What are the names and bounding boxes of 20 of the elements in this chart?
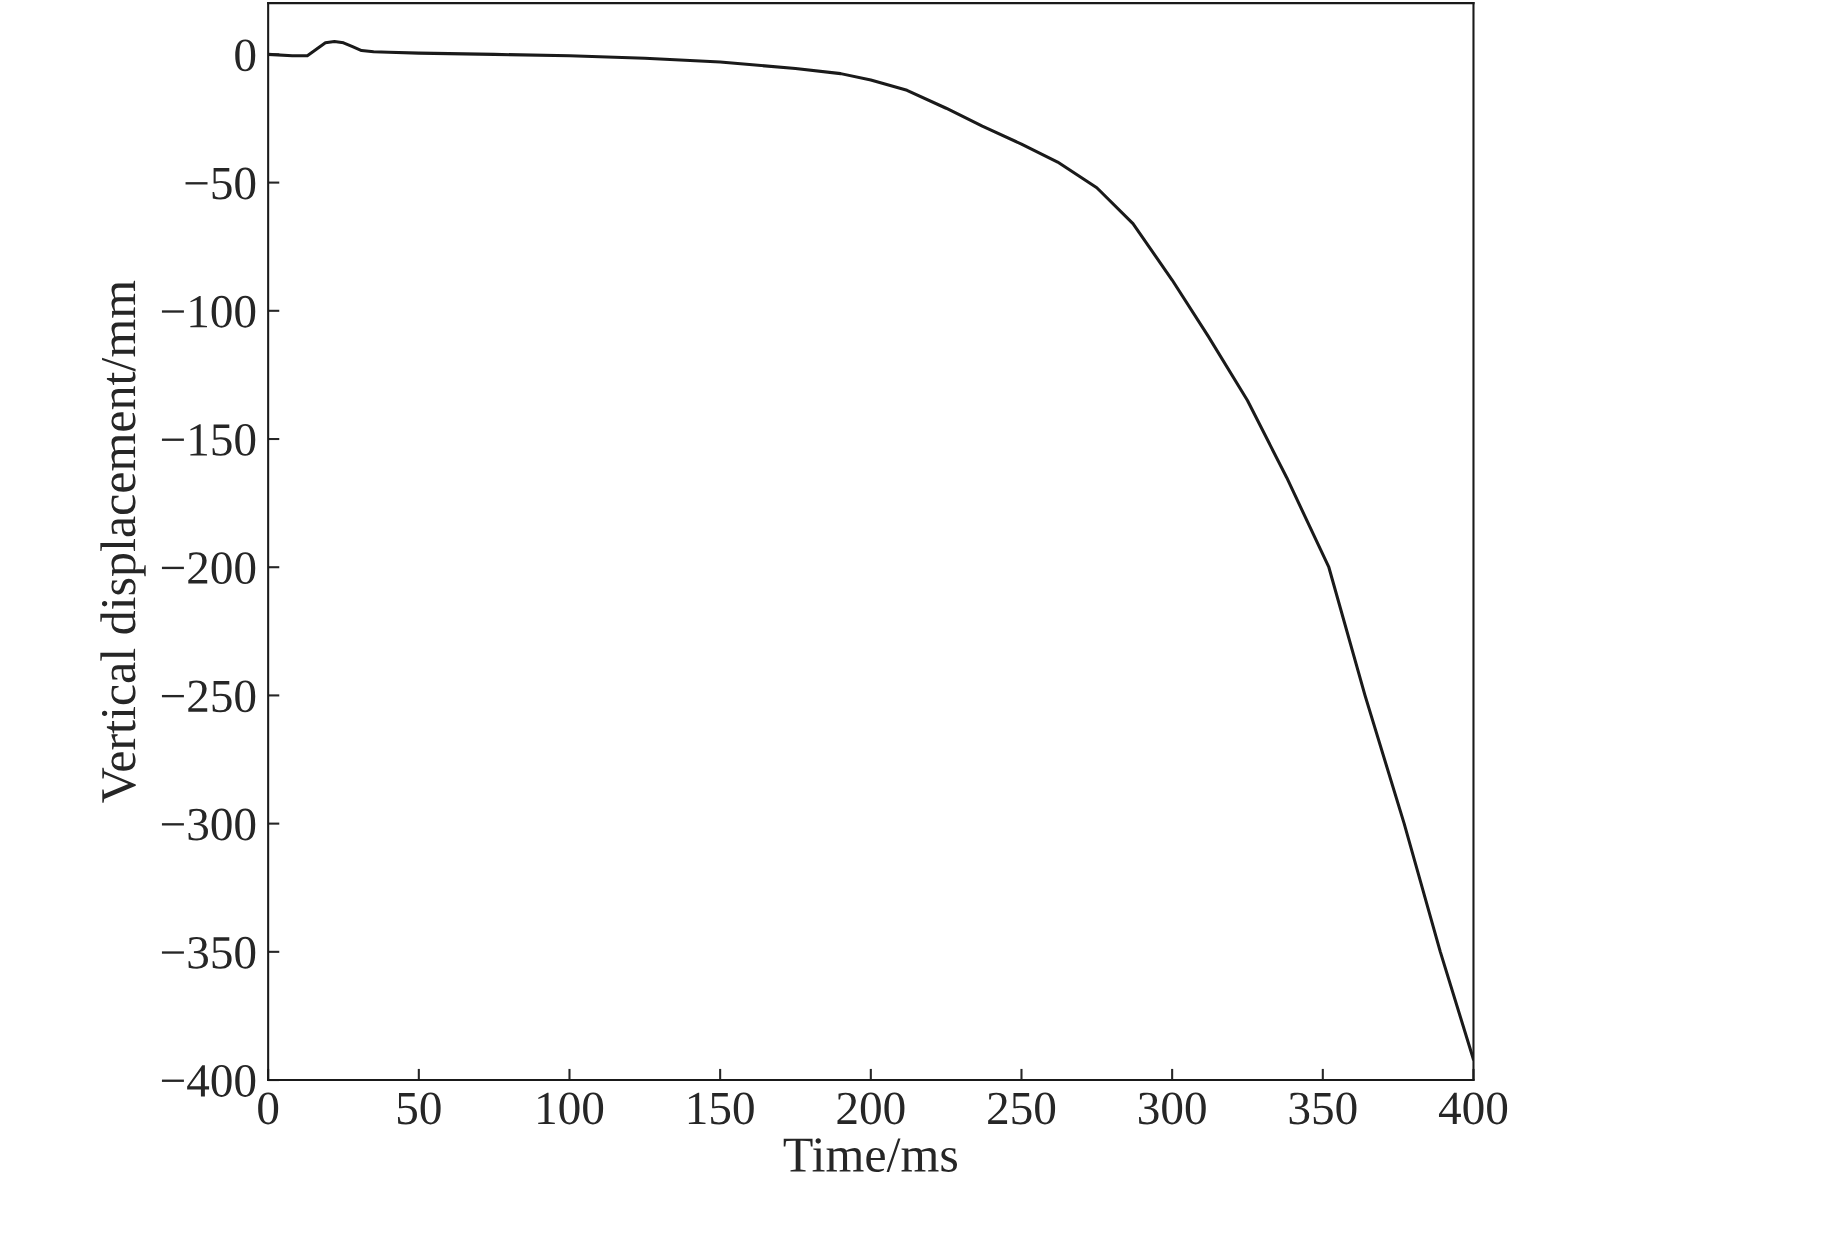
x-tick-label: 400	[1438, 1092, 1508, 1125]
y-tick-label: −50	[185, 167, 256, 200]
x-tick-label: 250	[988, 1092, 1056, 1125]
y-tick-label: −150	[161, 423, 256, 456]
y-axis-title: Vertical displacement/mm	[100, 280, 146, 803]
x-axis-title: Time/ms	[783, 1138, 958, 1172]
x-tick-label: 100	[538, 1092, 604, 1125]
x-tick-label: 350	[1289, 1092, 1357, 1125]
y-tick-label: 0	[235, 39, 256, 72]
y-tick-label: −200	[161, 552, 256, 585]
y-tick-label: −400	[161, 1065, 256, 1097]
y-tick-label: −300	[161, 808, 256, 841]
x-tick-label: 300	[1138, 1092, 1206, 1125]
y-tick-label: −350	[161, 936, 256, 969]
x-tick-label: 0	[258, 1092, 279, 1125]
y-tick-label: −100	[161, 295, 256, 328]
y-tick-label: −250	[161, 680, 256, 713]
x-tick-label: 150	[688, 1092, 754, 1125]
x-tick-label: 50	[397, 1092, 441, 1125]
x-tick-label: 200	[837, 1092, 905, 1125]
